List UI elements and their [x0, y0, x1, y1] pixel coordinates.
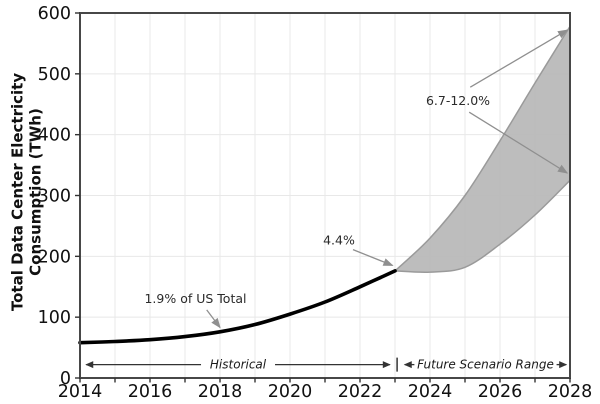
historical-line	[78, 269, 397, 345]
x-tick-label: 2020	[268, 382, 313, 402]
y-tick-label: 600	[38, 4, 71, 24]
annotation-label: 4.4%	[323, 233, 355, 248]
band-lower-edge-line	[394, 179, 571, 273]
range-arrowhead-left	[403, 361, 412, 369]
y-tick-label: 200	[38, 247, 71, 267]
x-tick-label: 2018	[198, 382, 243, 402]
y-tick-label: 500	[38, 65, 71, 85]
range-arrowhead-right	[559, 361, 568, 369]
x-tick-label: 2016	[128, 382, 173, 402]
range-arrowhead-right	[382, 361, 391, 369]
annotation-arrow	[468, 111, 569, 174]
annotation-arrow	[469, 29, 569, 88]
y-tick-label: 100	[38, 308, 71, 328]
annotation-label: 1.9% of US Total	[144, 291, 246, 306]
y-tick-label: 300	[38, 187, 71, 207]
annotation-label: 6.7-12.0%	[426, 93, 490, 108]
y-tick-label: 0	[60, 369, 71, 389]
y-tick-label: 400	[38, 126, 71, 146]
band-upper-edge-line	[394, 26, 571, 272]
x-tick-label: 2014	[58, 382, 103, 402]
x-tick-label: 2024	[408, 382, 453, 402]
future-scenario-band	[395, 26, 570, 273]
x-tick-label: 2022	[338, 382, 383, 402]
range-label: Future Scenario Range	[417, 358, 554, 372]
range-label: Historical	[210, 358, 267, 372]
x-tick-label: 2028	[548, 382, 593, 402]
x-tick-label: 2026	[478, 382, 523, 402]
range-arrowhead-left	[85, 361, 94, 369]
annotation-arrow	[206, 309, 221, 329]
y-axis-label: Total Data Center Electricity Consumptio…	[8, 72, 45, 312]
annotation-arrow	[352, 249, 394, 267]
